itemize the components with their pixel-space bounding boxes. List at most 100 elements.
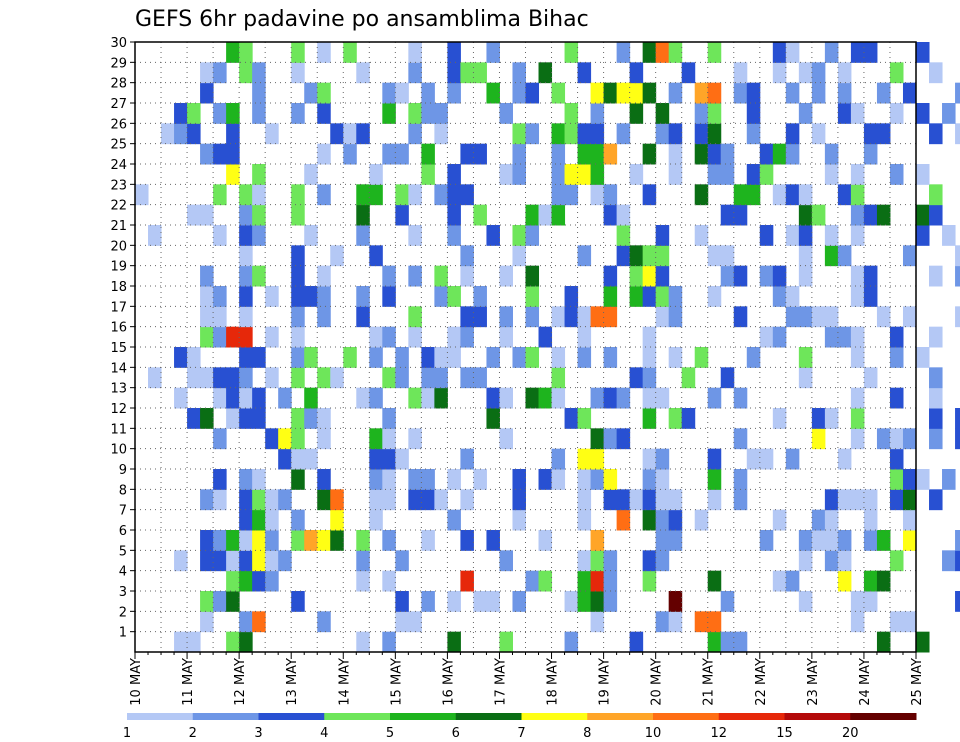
heatmap-cell — [460, 489, 474, 511]
heatmap-cell — [447, 62, 461, 84]
heatmap-cell — [772, 326, 787, 348]
heatmap-cell — [421, 103, 435, 124]
colorbar-swatch — [455, 713, 522, 720]
heatmap-cell — [538, 204, 553, 226]
heatmap-cell — [876, 204, 891, 226]
heatmap-cell — [369, 245, 383, 267]
heatmap-cell — [265, 509, 279, 531]
heatmap-cell — [473, 306, 487, 328]
heatmap-cell — [551, 306, 566, 328]
heatmap-cell — [265, 489, 279, 511]
heatmap-cell — [226, 408, 240, 429]
heatmap-cell — [395, 611, 409, 633]
heatmap-cell — [538, 469, 553, 490]
heatmap-cell — [720, 204, 735, 226]
heatmap-cell — [681, 408, 696, 429]
heatmap-cell — [174, 550, 188, 572]
heatmap-cell — [408, 103, 422, 124]
heatmap-cell — [837, 103, 852, 124]
heatmap-cell — [902, 611, 917, 633]
heatmap-cell — [642, 367, 657, 389]
heatmap-cell — [252, 265, 266, 287]
heatmap-cell — [200, 306, 214, 328]
heatmap-cell — [395, 204, 409, 226]
heatmap-cell — [408, 387, 422, 409]
heatmap-cell — [798, 245, 813, 267]
heatmap-cell — [850, 347, 865, 368]
heatmap-cell — [408, 62, 422, 84]
heatmap-cell — [655, 306, 670, 328]
heatmap-cell — [811, 428, 826, 450]
heatmap-cell — [707, 245, 722, 267]
y-tick-label: 26 — [110, 117, 127, 132]
heatmap-cell — [564, 103, 579, 124]
heatmap-cell — [837, 245, 852, 267]
heatmap-cell — [603, 469, 618, 490]
heatmap-cell — [889, 611, 904, 633]
heatmap-cell — [733, 469, 748, 490]
heatmap-cell — [733, 631, 748, 653]
heatmap-cell — [343, 347, 357, 368]
heatmap-cell — [603, 204, 618, 226]
heatmap-cell — [746, 448, 761, 470]
heatmap-cell — [395, 367, 409, 389]
heatmap-cell — [421, 387, 435, 409]
heatmap-cell — [655, 611, 670, 633]
heatmap-cell — [499, 326, 513, 348]
heatmap-cell — [252, 347, 266, 368]
heatmap-cell — [174, 631, 188, 653]
heatmap-cell — [395, 347, 409, 368]
heatmap-cell — [772, 408, 787, 429]
heatmap-cell — [642, 550, 657, 572]
heatmap-cell — [642, 143, 657, 165]
heatmap-cell — [213, 286, 227, 307]
heatmap-cell — [824, 530, 839, 551]
heatmap-cell — [434, 286, 448, 307]
heatmap-cell — [798, 367, 813, 389]
colorbar-swatch — [324, 713, 391, 720]
heatmap-cell — [889, 103, 904, 124]
heatmap-cell — [473, 591, 487, 612]
heatmap-cell — [473, 143, 487, 165]
heatmap-cell — [304, 387, 318, 409]
heatmap-cell — [304, 164, 318, 185]
heatmap-cell — [538, 387, 553, 409]
heatmap-cell — [694, 82, 709, 104]
heatmap-cell — [408, 306, 422, 328]
heatmap-cell — [889, 550, 904, 572]
heatmap-cell — [863, 530, 878, 551]
heatmap-cell — [798, 591, 813, 612]
heatmap-cell — [720, 367, 735, 389]
heatmap-cell — [850, 265, 865, 287]
heatmap-cell — [239, 509, 253, 531]
heatmap-cell — [759, 164, 774, 185]
heatmap-cell — [460, 448, 474, 470]
heatmap-cell — [798, 265, 813, 287]
heatmap-cell — [616, 428, 631, 450]
heatmap-cell — [252, 204, 266, 226]
y-tick-label: 21 — [110, 219, 127, 234]
heatmap-cell — [408, 428, 422, 450]
heatmap-cell — [916, 204, 930, 226]
heatmap-cell — [187, 204, 201, 226]
heatmap-cell — [408, 326, 422, 348]
heatmap-cell — [421, 530, 435, 551]
heatmap-cell — [850, 611, 865, 633]
heatmap-cell — [369, 326, 383, 348]
x-tick-label: 22 MAY — [754, 658, 769, 706]
y-tick-label: 29 — [110, 56, 127, 71]
heatmap-cell — [655, 530, 670, 551]
heatmap-cell — [564, 123, 579, 145]
heatmap-cell — [668, 123, 683, 145]
heatmap-cell — [863, 591, 878, 612]
heatmap-cell — [356, 631, 370, 653]
heatmap-cell — [174, 103, 188, 124]
heatmap-cell — [603, 82, 618, 104]
x-tick-label: 15 MAY — [389, 658, 404, 706]
heatmap-cell — [798, 225, 813, 246]
chart-title: GEFS 6hr padavine po ansamblima Bihac — [135, 7, 589, 32]
colorbar-swatch — [718, 713, 785, 720]
heatmap-cell — [642, 42, 657, 63]
x-tick-label: 20 MAY — [650, 658, 665, 706]
colorbar-swatch — [521, 713, 588, 720]
